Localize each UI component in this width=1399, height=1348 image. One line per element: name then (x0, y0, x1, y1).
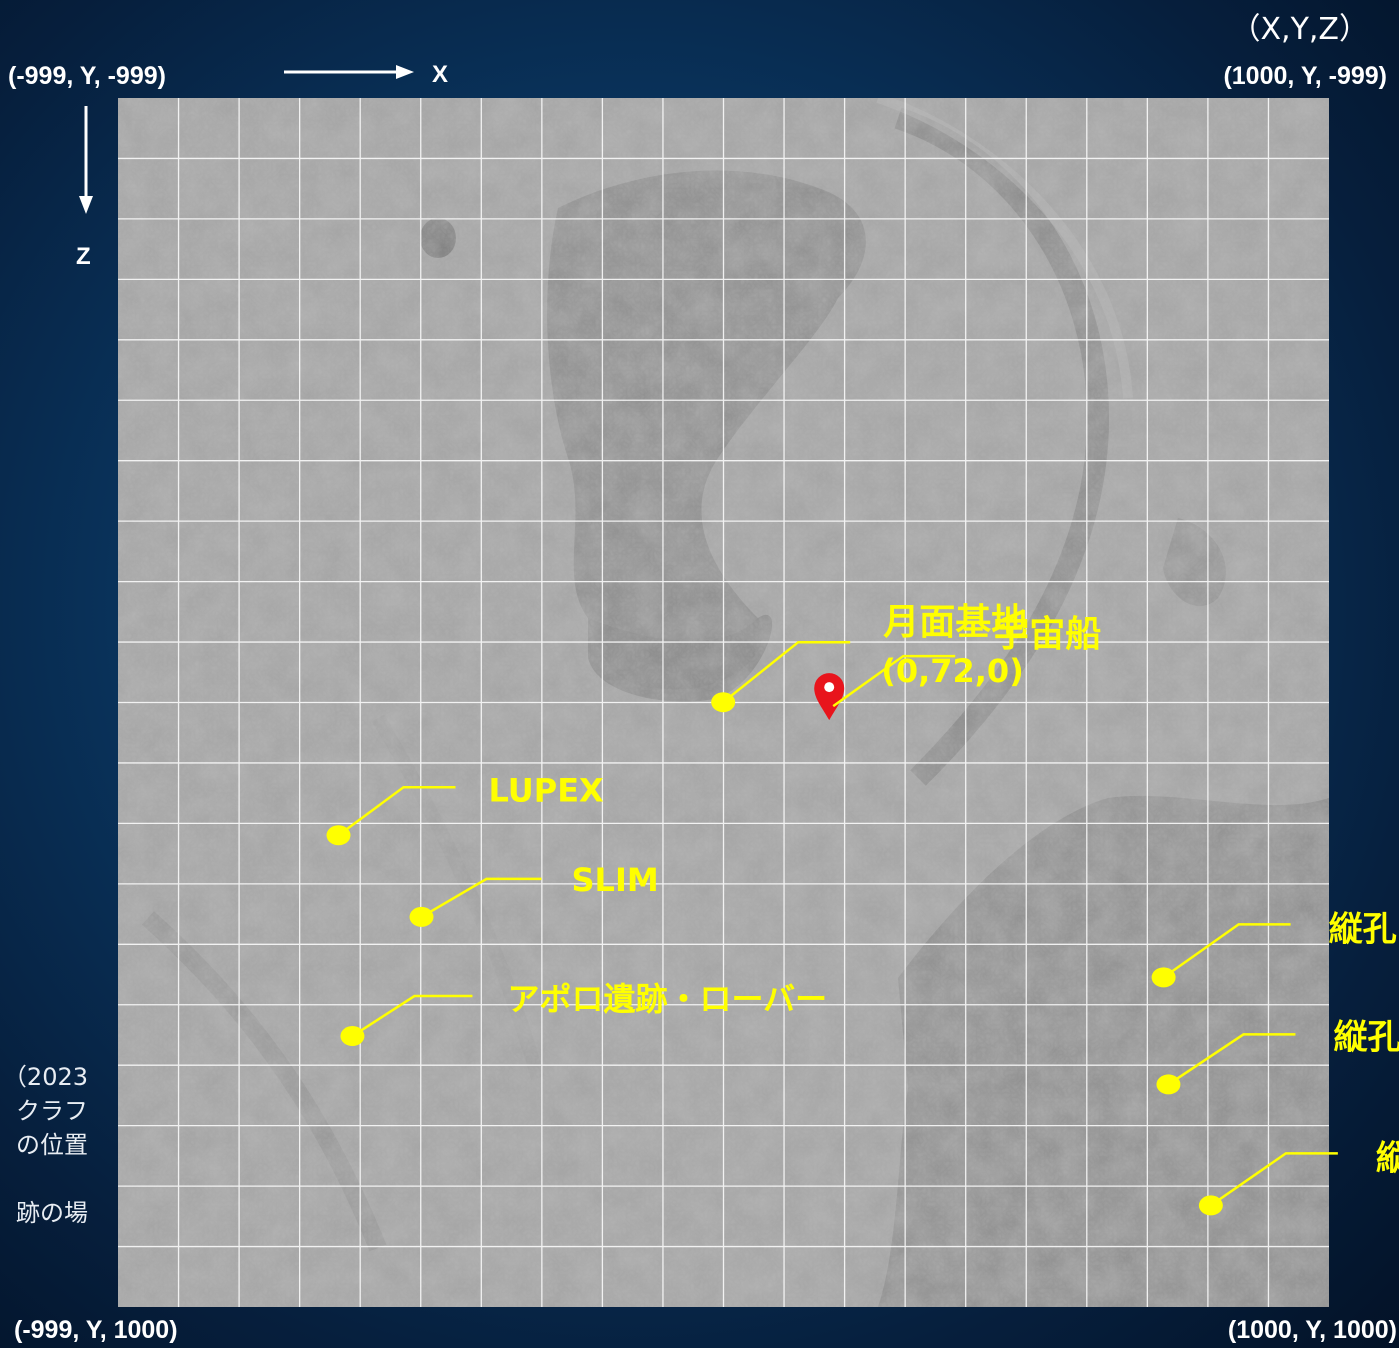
left-note-line: クラフ (16, 1097, 88, 1125)
z-axis-label: Z (76, 243, 91, 270)
z-axis-arrow-icon (79, 106, 93, 214)
left-side-note: （2023 クラフ の位置 跡の場 (0, 1060, 88, 1250)
corner-label-bottom-right: (1000, Y, 1000) (1227, 1316, 1397, 1344)
left-note-line: の位置 (16, 1131, 88, 1159)
corner-label-bottom-left: (-999, Y, 1000) (14, 1316, 178, 1344)
corner-label-top-right: (1000, Y, -999) (1223, 62, 1387, 90)
corner-label-top-left: (-999, Y, -999) (8, 62, 166, 90)
marker-label: 縦孔 (1333, 1017, 1399, 1057)
marker-label: 縦 (1376, 1138, 1399, 1178)
x-axis-label: X (432, 61, 449, 88)
coordinate-format-label: （X,Y,Z） (1230, 12, 1369, 47)
left-note-line: （2023 (2, 1063, 88, 1091)
marker-label: 縦孔 (1329, 909, 1397, 949)
x-axis-arrow-icon (284, 65, 414, 79)
left-note-line: 跡の場 (16, 1199, 88, 1227)
lunar-surface-map[interactable] (118, 98, 1329, 1307)
coordinate-grid (118, 98, 1329, 1307)
